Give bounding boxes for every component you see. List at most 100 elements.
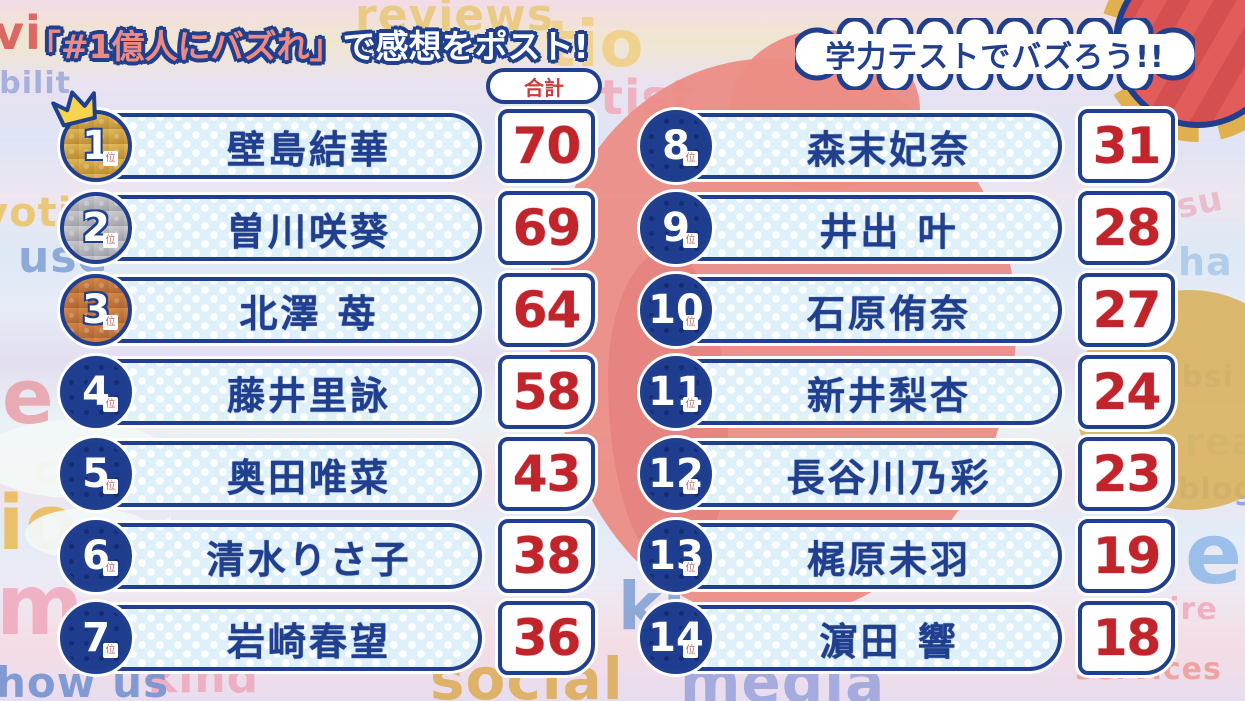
score-value: 28 <box>1092 199 1162 257</box>
hashtag-banner: 「#1億人にバズれ」で感想をポスト! <box>28 20 589 68</box>
score-box: 70 <box>498 109 595 183</box>
ranking-row: 7 位 岩崎春望 36 <box>60 601 595 675</box>
score-box: 19 <box>1078 519 1175 593</box>
score-box: 36 <box>498 601 595 675</box>
score-value: 43 <box>512 445 582 503</box>
score-value: 58 <box>512 363 582 421</box>
rank-badge: 13 位 <box>640 520 712 592</box>
score-value: 69 <box>512 199 582 257</box>
name-pill: 濵田 響 <box>664 605 1062 671</box>
score-box: 18 <box>1078 601 1175 675</box>
score-box: 43 <box>498 437 595 511</box>
background-word: ha <box>1178 240 1233 284</box>
score-value: 31 <box>1092 117 1162 175</box>
score-value: 19 <box>1092 527 1162 585</box>
rank-badge: 6 位 <box>60 520 132 592</box>
score-value: 18 <box>1092 609 1162 667</box>
rank-suffix: 位 <box>103 397 118 412</box>
ranking-row: 11 位 新井梨杏 24 <box>640 355 1175 429</box>
name-pill: 石原侑奈 <box>664 277 1062 343</box>
rank-suffix: 位 <box>683 233 698 248</box>
cloud-bubble-icon <box>795 18 1195 90</box>
rank-badge: 5 位 <box>60 438 132 510</box>
score-box: 28 <box>1078 191 1175 265</box>
contestant-name: 岩崎春望 <box>226 619 391 664</box>
rank-badge: 7 位 <box>60 602 132 674</box>
background-word: voti <box>0 190 73 236</box>
ranking-row: 8 位 森末妃奈 31 <box>640 109 1175 183</box>
rank-badge: 11 位 <box>640 356 712 428</box>
rank-suffix: 位 <box>683 643 698 658</box>
score-value: 23 <box>1092 445 1162 503</box>
contestant-name: 壁島結華 <box>226 127 391 172</box>
ranking-row: 9 位 井出 叶 28 <box>640 191 1175 265</box>
rank-suffix: 位 <box>103 151 118 166</box>
ranking-row: 4 位 藤井里詠 58 <box>60 355 595 429</box>
rank-suffix: 位 <box>683 151 698 166</box>
total-label: 合計 <box>486 68 602 104</box>
ranking-column-left: 1 位 壁島結華 70 2 位 曽川咲葵 69 <box>51 90 595 684</box>
name-pill: 曽川咲葵 <box>84 195 482 261</box>
score-box: 24 <box>1078 355 1175 429</box>
rank-suffix: 位 <box>683 561 698 576</box>
contestant-name: 北澤 苺 <box>239 291 379 336</box>
rank-suffix: 位 <box>103 479 118 494</box>
name-pill: 新井梨杏 <box>664 359 1062 425</box>
ranking-row: 6 位 清水りさ子 38 <box>60 519 595 593</box>
name-pill: 梶原未羽 <box>664 523 1062 589</box>
ranking-row: 13 位 梶原未羽 19 <box>640 519 1175 593</box>
score-value: 24 <box>1092 363 1162 421</box>
rank-badge: 9 位 <box>640 192 712 264</box>
rank-suffix: 位 <box>683 479 698 494</box>
background-word: reviews <box>355 0 554 41</box>
score-box: 23 <box>1078 437 1175 511</box>
contestant-name: 長谷川乃彩 <box>786 455 992 500</box>
score-box: 64 <box>498 273 595 347</box>
contestant-name: 梶原未羽 <box>806 537 971 582</box>
slogan-text: 学力テストでバズろう!! <box>825 40 1165 75</box>
rank-badge: 1 位 <box>51 90 132 182</box>
score-box: 69 <box>498 191 595 265</box>
crown-icon <box>51 90 97 128</box>
contestant-name: 曽川咲葵 <box>226 209 391 254</box>
rank-badge: 12 位 <box>640 438 712 510</box>
name-pill: 長谷川乃彩 <box>664 441 1062 507</box>
score-value: 38 <box>512 527 582 585</box>
score-box: 58 <box>498 355 595 429</box>
score-box: 31 <box>1078 109 1175 183</box>
slogan-bubble: 学力テストでバズろう!! <box>795 18 1195 90</box>
hashtag-suffix-text: で感想をポスト! <box>342 27 589 66</box>
score-value: 70 <box>512 117 582 175</box>
name-pill: 井出 叶 <box>664 195 1062 261</box>
rank-suffix: 位 <box>683 315 698 330</box>
rank-suffix: 位 <box>103 315 118 330</box>
ranking-row: 1 位 壁島結華 70 <box>51 90 595 183</box>
score-box: 38 <box>498 519 595 593</box>
ranking-column-right: 8 位 森末妃奈 31 9 位 井出 叶 28 <box>640 109 1175 684</box>
name-pill: 森末妃奈 <box>664 113 1062 179</box>
score-value: 36 <box>512 609 582 667</box>
rank-badge: 14 位 <box>640 602 712 674</box>
rank-badge: 4 位 <box>60 356 132 428</box>
background-word: vi <box>0 6 42 60</box>
hashtag-text: 「#1億人にバズれ」 <box>28 27 343 66</box>
name-pill: 藤井里詠 <box>84 359 482 425</box>
contestant-name: 奥田唯菜 <box>226 455 391 500</box>
name-pill: 奥田唯菜 <box>84 441 482 507</box>
contestant-name: 石原侑奈 <box>806 291 971 336</box>
score-value: 64 <box>512 281 582 339</box>
name-pill: 清水りさ子 <box>84 523 482 589</box>
ranking-row: 5 位 奥田唯菜 43 <box>60 437 595 511</box>
rank-suffix: 位 <box>103 233 118 248</box>
contestant-name: 森末妃奈 <box>806 127 971 172</box>
score-box: 27 <box>1078 273 1175 347</box>
rank-badge: 8 位 <box>640 110 712 182</box>
ranking-row: 10 位 石原侑奈 27 <box>640 273 1175 347</box>
rank-suffix: 位 <box>103 561 118 576</box>
ranking-row: 12 位 長谷川乃彩 23 <box>640 437 1175 511</box>
contestant-name: 藤井里詠 <box>226 373 391 418</box>
score-value: 27 <box>1092 281 1162 339</box>
rank-suffix: 位 <box>683 397 698 412</box>
